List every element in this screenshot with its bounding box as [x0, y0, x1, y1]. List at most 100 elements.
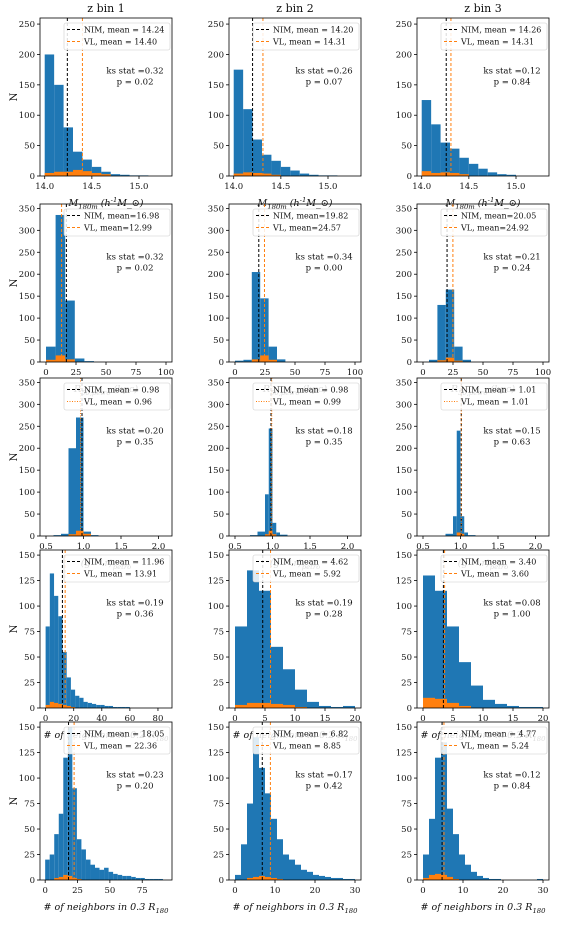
y-tick-label: 25	[401, 851, 412, 861]
y-tick-label: 100	[19, 488, 35, 498]
histogram-bar	[65, 359, 75, 362]
y-tick-label: 50	[401, 825, 412, 835]
histogram-bar	[459, 157, 469, 176]
legend-vl-label: VL, mean = 5.24	[460, 742, 529, 751]
histogram-bar	[272, 534, 277, 536]
y-tick-label: 125	[396, 577, 412, 587]
histogram-bar	[54, 877, 59, 880]
x-tick-label: 10	[270, 886, 281, 896]
histogram-bar	[243, 359, 252, 362]
p-value-annotation: p = 0.24	[494, 263, 531, 273]
panel-r1-c1: 0 50 100 150 200 250 14.0 14.5 15.0 N M180m (h-1M_…	[9, 17, 173, 211]
histogram-bar	[99, 869, 105, 880]
legend: NIM, mean = 14.20 VL, mean = 14.31	[252, 22, 360, 51]
histogram-bar	[464, 532, 468, 536]
y-tick-label: 0	[30, 704, 35, 714]
histogram-bar	[309, 174, 319, 176]
legend: NIM, mean = 0.98 VL, mean = 0.96	[63, 382, 171, 411]
histogram-bar	[454, 360, 463, 362]
nim-histogram	[235, 737, 355, 880]
histogram-bar	[283, 704, 295, 708]
legend-vl-label: VL, mean=24.57	[272, 224, 341, 233]
y-tick-label: 100	[19, 314, 35, 324]
x-tick-label: 60	[124, 714, 135, 724]
y-tick-label: 200	[19, 444, 35, 454]
x-tick-label: 5	[262, 714, 267, 724]
panel-r1-c3: 0 50 100 150 200 250 14.0 14.5 15.0 M180m (h-1M_⊙…	[396, 17, 550, 211]
histogram-bar	[45, 626, 50, 708]
histogram-bar	[465, 864, 471, 880]
histogram-bar	[447, 702, 459, 708]
y-tick-label: 50	[401, 336, 412, 346]
histogram-bar	[325, 876, 331, 880]
axes-frame	[228, 377, 362, 537]
histogram-bar	[54, 834, 59, 880]
histogram-bar	[440, 172, 450, 176]
histogram-bar	[435, 757, 441, 880]
x-tick-label: 0	[42, 886, 47, 896]
vl-histogram	[456, 532, 465, 536]
x-tick-label: 15	[508, 714, 519, 724]
legend: NIM, mean = 4.62 VL, mean = 5.92	[252, 554, 360, 583]
legend: NIM, mean=20.05 VL, mean=24.92	[440, 208, 548, 237]
histogram-bar	[252, 139, 262, 176]
histogram-bar	[108, 705, 114, 708]
y-tick-label: 50	[24, 142, 35, 152]
x-tick-label: 40	[96, 714, 107, 724]
y-tick-label: 75	[213, 800, 224, 810]
y-tick-label: 50	[401, 510, 412, 520]
histogram-bar	[271, 818, 277, 880]
histogram-bar	[243, 172, 253, 176]
legend-box	[440, 208, 548, 237]
x-tick-label: 2.0	[341, 542, 355, 552]
histogram-bar	[91, 535, 99, 536]
nim-histogram	[45, 727, 163, 880]
y-tick-label: 50	[401, 653, 412, 663]
histogram-bar	[49, 701, 55, 708]
ks-stat-annotation: ks stat =0.18	[295, 426, 352, 436]
histogram-bar	[453, 516, 457, 536]
x-tick-label: 1.5	[303, 542, 317, 552]
y-tick-label: 100	[19, 111, 35, 121]
y-tick-label: 150	[396, 723, 412, 733]
legend-nim-label: NIM, mean = 18.05	[84, 730, 164, 739]
histogram-bar	[58, 876, 64, 880]
y-tick-label: 75	[24, 800, 35, 810]
ks-stat-annotation: ks stat =0.15	[483, 426, 540, 436]
histogram-bar	[289, 859, 295, 880]
histogram-bar	[235, 626, 247, 708]
y-tick-label: 50	[213, 142, 224, 152]
x-tick-label: 10	[458, 886, 469, 896]
histogram-bar	[437, 360, 446, 362]
legend-nim-label: NIM, mean = 6.82	[273, 730, 348, 739]
histogram-bar	[259, 702, 271, 708]
histogram-bar	[62, 704, 67, 708]
ks-stat-annotation: ks stat =0.26	[295, 66, 352, 76]
histogram-bar	[462, 359, 471, 362]
x-tick-label: 15	[320, 714, 331, 724]
histogram-bar	[46, 346, 56, 362]
y-tick-label: 350	[208, 378, 224, 388]
x-axis-label: M180m (h-1M_⊙)	[68, 196, 144, 211]
histogram-bar	[429, 874, 435, 880]
histogram-bar	[268, 359, 277, 362]
histogram-bar	[79, 697, 84, 708]
histogram-bar	[268, 428, 273, 536]
legend-nim-label: NIM, mean = 0.98	[84, 386, 159, 395]
y-tick-label: 50	[213, 653, 224, 663]
legend-vl-label: VL, mean = 22.36	[83, 742, 157, 751]
histogram-bar	[83, 701, 88, 708]
legend-box	[252, 554, 360, 583]
x-tick-label: 14.5	[82, 182, 101, 192]
histogram-bar	[108, 871, 114, 880]
histogram-bar	[331, 706, 343, 708]
x-tick-label: 1.5	[491, 542, 505, 552]
x-tick-label: 50	[101, 368, 112, 378]
y-tick-label: 300	[208, 226, 224, 236]
y-tick-label: 300	[396, 226, 412, 236]
x-tick-label: 0	[232, 368, 237, 378]
histogram-bar	[54, 171, 64, 176]
y-tick-label: 100	[208, 111, 224, 121]
axes-frame	[39, 377, 173, 537]
vl-histogram	[44, 169, 111, 176]
